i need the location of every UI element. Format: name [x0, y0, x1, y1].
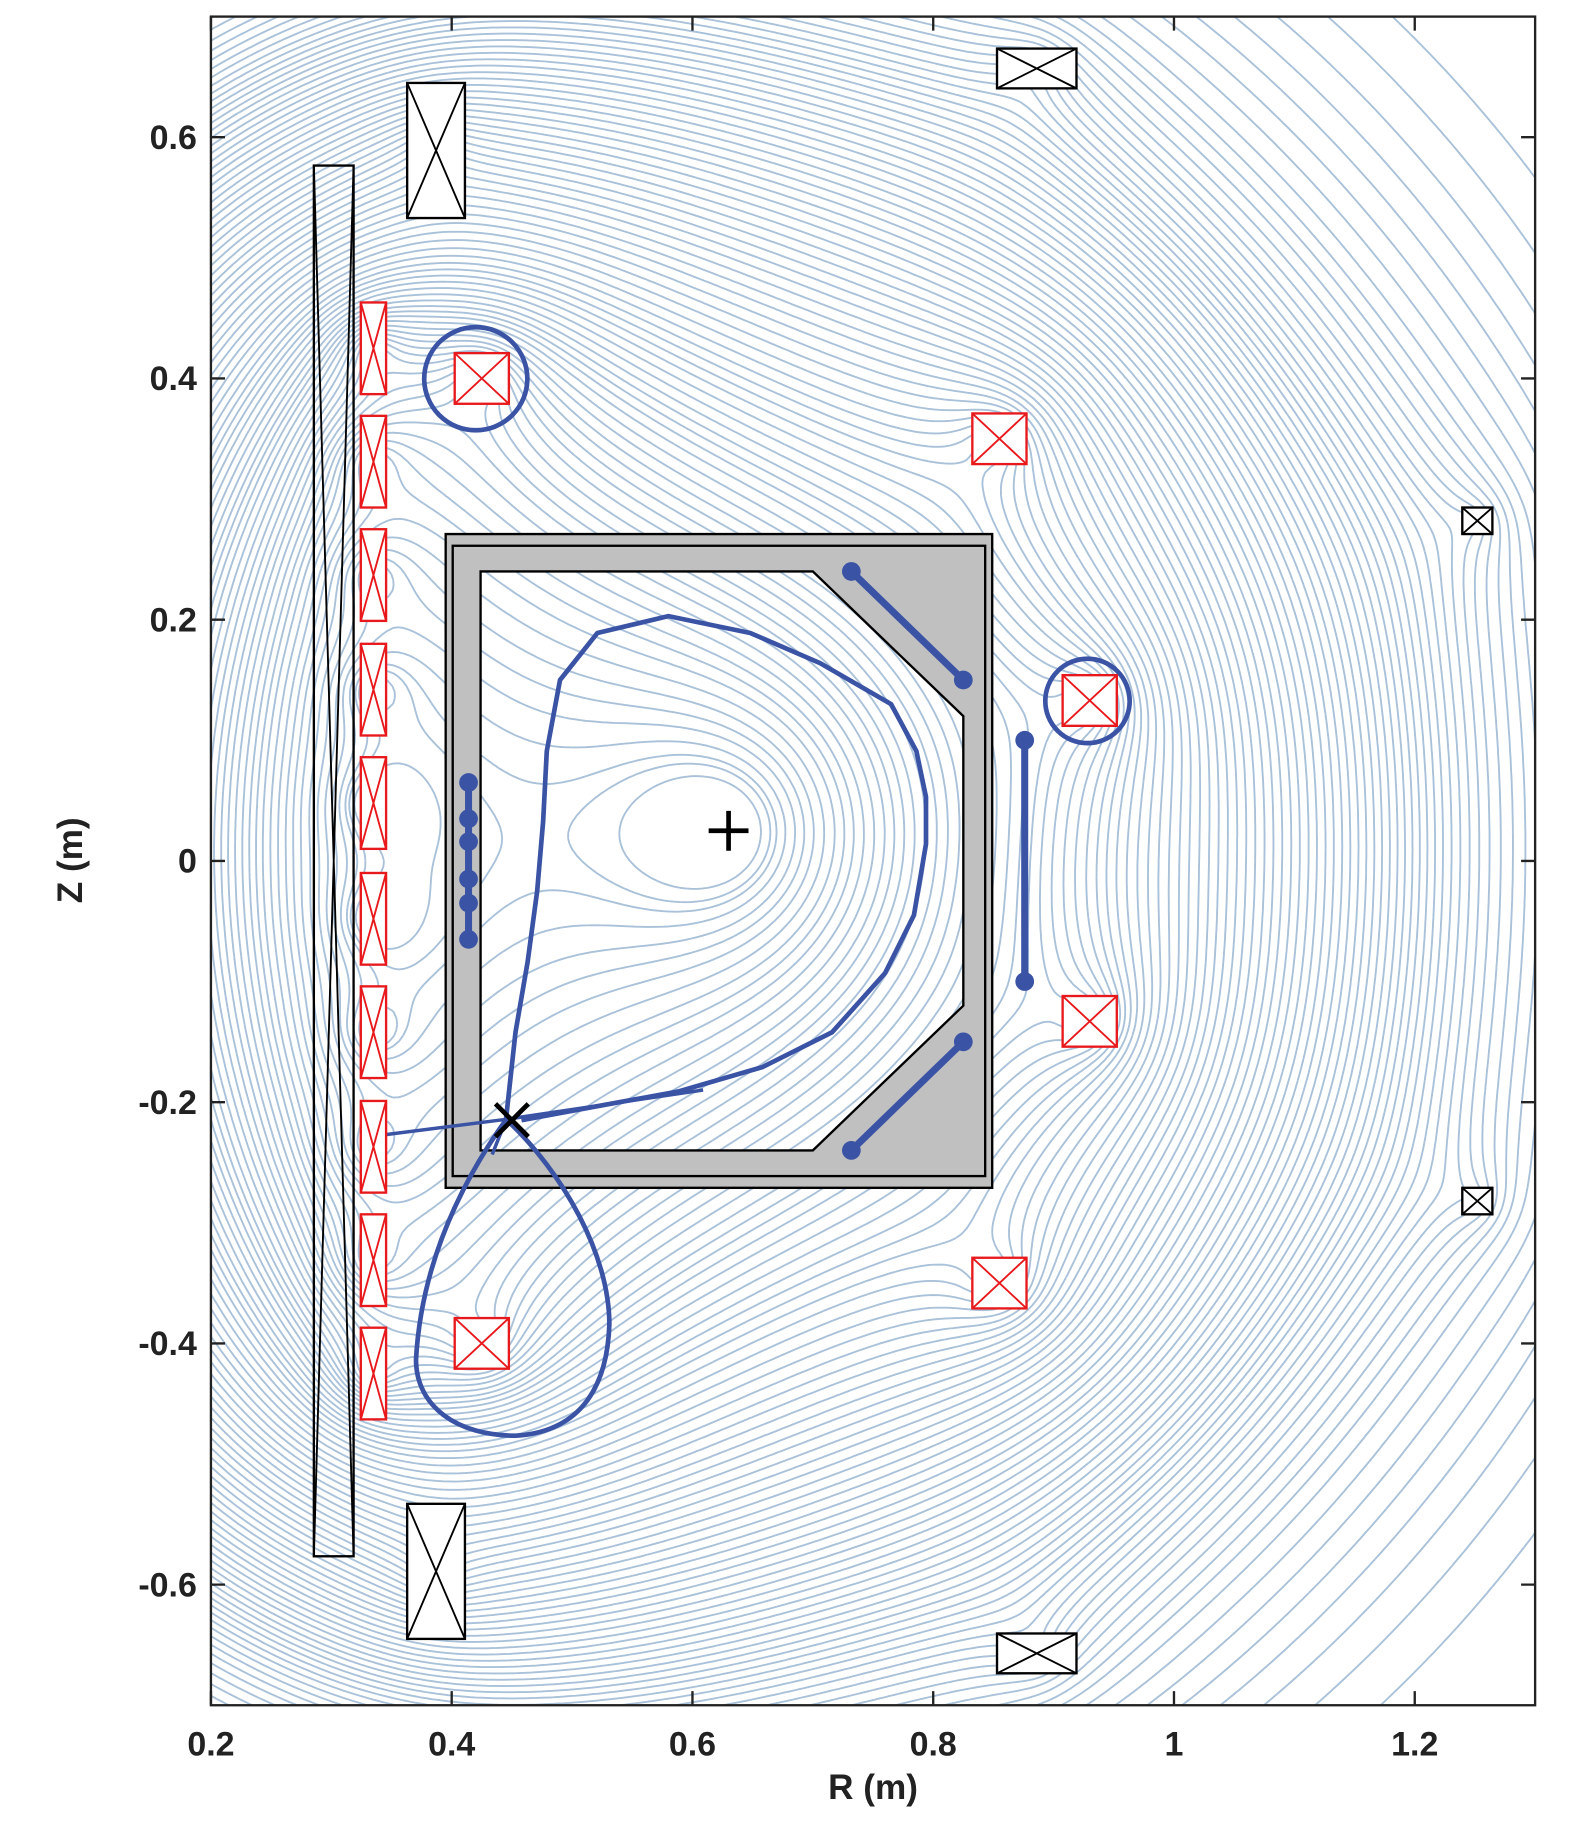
plate-end	[842, 1141, 861, 1160]
x-tick-label: 0.6	[669, 1726, 716, 1764]
y-axis-label: Z (m)	[51, 817, 90, 903]
x-tick-label: 0.8	[910, 1726, 957, 1764]
x-tick-label: 0.4	[428, 1726, 475, 1764]
y-tick-label: 0	[178, 843, 197, 881]
x-tick-label: 0.2	[187, 1726, 234, 1764]
plate-end	[459, 832, 478, 851]
plate-end	[1015, 731, 1034, 750]
y-tick-label: -0.6	[138, 1566, 197, 1604]
y-tick-label: -0.4	[138, 1325, 197, 1363]
plate-end	[459, 870, 478, 889]
y-tick-label: -0.2	[138, 1084, 197, 1122]
plate-end	[459, 773, 478, 792]
plate-end	[954, 671, 973, 690]
x-tick-label: 1.2	[1391, 1726, 1438, 1764]
x-axis-label: R (m)	[828, 1768, 918, 1807]
plate-end	[842, 562, 861, 581]
y-tick-label: 0.4	[150, 360, 197, 398]
y-tick-label: 0.2	[150, 601, 197, 639]
plate-end	[1015, 972, 1034, 991]
plate-end	[459, 930, 478, 949]
y-tick-label: 0.6	[150, 119, 197, 157]
plate-end	[954, 1032, 973, 1051]
plate-end	[459, 809, 478, 828]
plate-end	[459, 894, 478, 913]
x-tick-label: 1	[1165, 1726, 1184, 1764]
chart: 0.2 0.4 0.6 0.8 1 1.2 -0.6 -0.4 -0.2 0 0.2 0.4 0.6 R…	[0, 0, 1582, 1832]
